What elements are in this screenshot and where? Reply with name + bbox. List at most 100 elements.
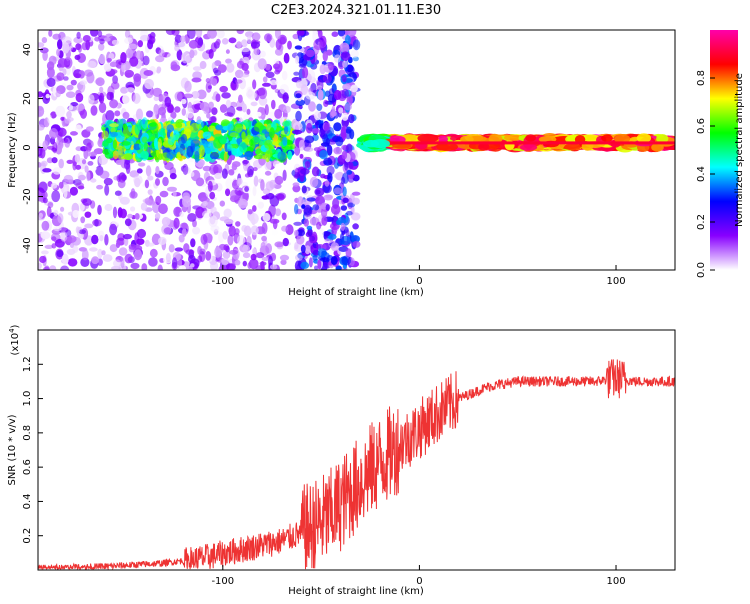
spectrogram-cell [144,78,155,90]
spectrogram-cell [210,225,220,232]
spectrogram-cell [41,191,48,200]
spectrogram-cell [297,229,306,237]
spectrogram-cell [112,150,119,160]
spectrogram-cell [80,108,87,119]
spectrogram-cell [190,131,200,142]
spectrogram-cell [223,244,230,251]
spectrogram-cell [190,263,195,268]
spectrogram-cell [330,256,338,265]
spectrogram-cell [49,265,57,270]
spectrogram-cell [205,251,212,261]
spectrogram-cell [174,247,184,252]
colorbar-tick-label: 0.8 [696,70,707,86]
spectrogram-y-tick-label: 20 [22,92,33,105]
snr-series-line [38,359,675,570]
spectrogram-cell [337,30,346,37]
spectrogram-y-tick-label: 0 [22,144,33,150]
spectrogram-cell [293,229,299,237]
spectrogram-cell [38,145,43,157]
spectrogram-cell [56,48,61,57]
spectrogram-cell [614,134,631,144]
spectrogram-cell [109,69,118,74]
spectrogram-cell [211,107,218,115]
spectrogram-cell [292,33,300,40]
spectrogram-cell [117,153,126,160]
spectrogram-cell [260,241,266,251]
spectrogram-cell [137,228,146,239]
spectrogram-cell [38,91,44,98]
spectrogram-cell [162,176,169,187]
spectrogram-cell [133,175,143,185]
spectrogram-cell [143,141,148,152]
spectrogram-cell [101,250,106,256]
spectrogram-cell [60,206,65,212]
spectrogram-cell [247,165,255,176]
spectrogram-cell [225,99,231,108]
spectrogram-cell [244,31,254,38]
spectrogram-cell [241,39,248,48]
spectrogram-cell [115,241,121,249]
spectrogram-cell [90,178,97,183]
spectrogram-cell [250,225,259,236]
spectrogram-cell [180,52,191,64]
spectrogram-cell [192,226,201,235]
spectrogram-cell [165,252,171,263]
spectrogram-cell [140,34,150,42]
spectrogram-cell [97,248,103,259]
spectrogram-cell [68,104,74,111]
spectrogram-cell [181,228,187,237]
spectrogram-cell [311,128,320,134]
spectrogram-cell [124,37,133,45]
spectrogram-cell [136,168,143,174]
spectrogram-cell [128,243,137,250]
spectrogram-cell [437,135,448,143]
spectrogram-cell [317,259,322,270]
spectrogram-cell [234,79,243,84]
spectrogram-cell [172,257,178,269]
spectrogram-cell [134,213,140,220]
spectrogram-cell [53,209,59,216]
spectrogram-cell [72,245,79,253]
spectrogram-cell [158,106,167,116]
spectrogram-cell [309,176,319,188]
spectrogram-cell [321,216,328,226]
spectrogram-cell [182,195,191,208]
spectrogram-cell [341,150,348,160]
spectrogram-cell [262,76,268,83]
spectrogram-cell [323,194,333,201]
spectrogram-cell [107,144,113,154]
spectrogram-cell [137,40,143,48]
spectrogram-cell [50,111,57,119]
spectrogram-cell [282,169,287,181]
spectrogram-cell [306,225,313,231]
spectrogram-cell [142,55,150,66]
spectrogram-cell [119,196,130,205]
spectrogram-cell [221,38,229,45]
spectrogram-cell [242,252,251,259]
spectrogram-cell [296,234,305,245]
spectrogram-cell [186,30,196,39]
spectrogram-cell [338,107,344,114]
spectrogram-cell [248,258,259,270]
spectrogram-cell [417,133,439,143]
spectrogram-cell [85,126,94,132]
spectrogram-cell [239,73,250,78]
spectrogram-cell [319,149,328,160]
spectrogram-cell [322,74,332,84]
spectrogram-cell [79,247,87,252]
spectrogram-cell [78,229,87,235]
spectrogram-cell [120,257,125,269]
spectrogram-cell [241,62,249,71]
spectrogram-cell [159,190,169,198]
spectrogram-cell [123,237,129,247]
spectrogram-cell [346,169,353,175]
spectrogram-cell [113,259,122,268]
spectrogram-cell [167,186,177,192]
spectrogram-cell [274,208,282,217]
spectrogram-cell [148,257,158,267]
spectrogram-cell [519,144,538,151]
spectrogram-cell [199,145,205,157]
spectrogram-cell [207,125,216,132]
spectrogram-cell [209,151,220,160]
